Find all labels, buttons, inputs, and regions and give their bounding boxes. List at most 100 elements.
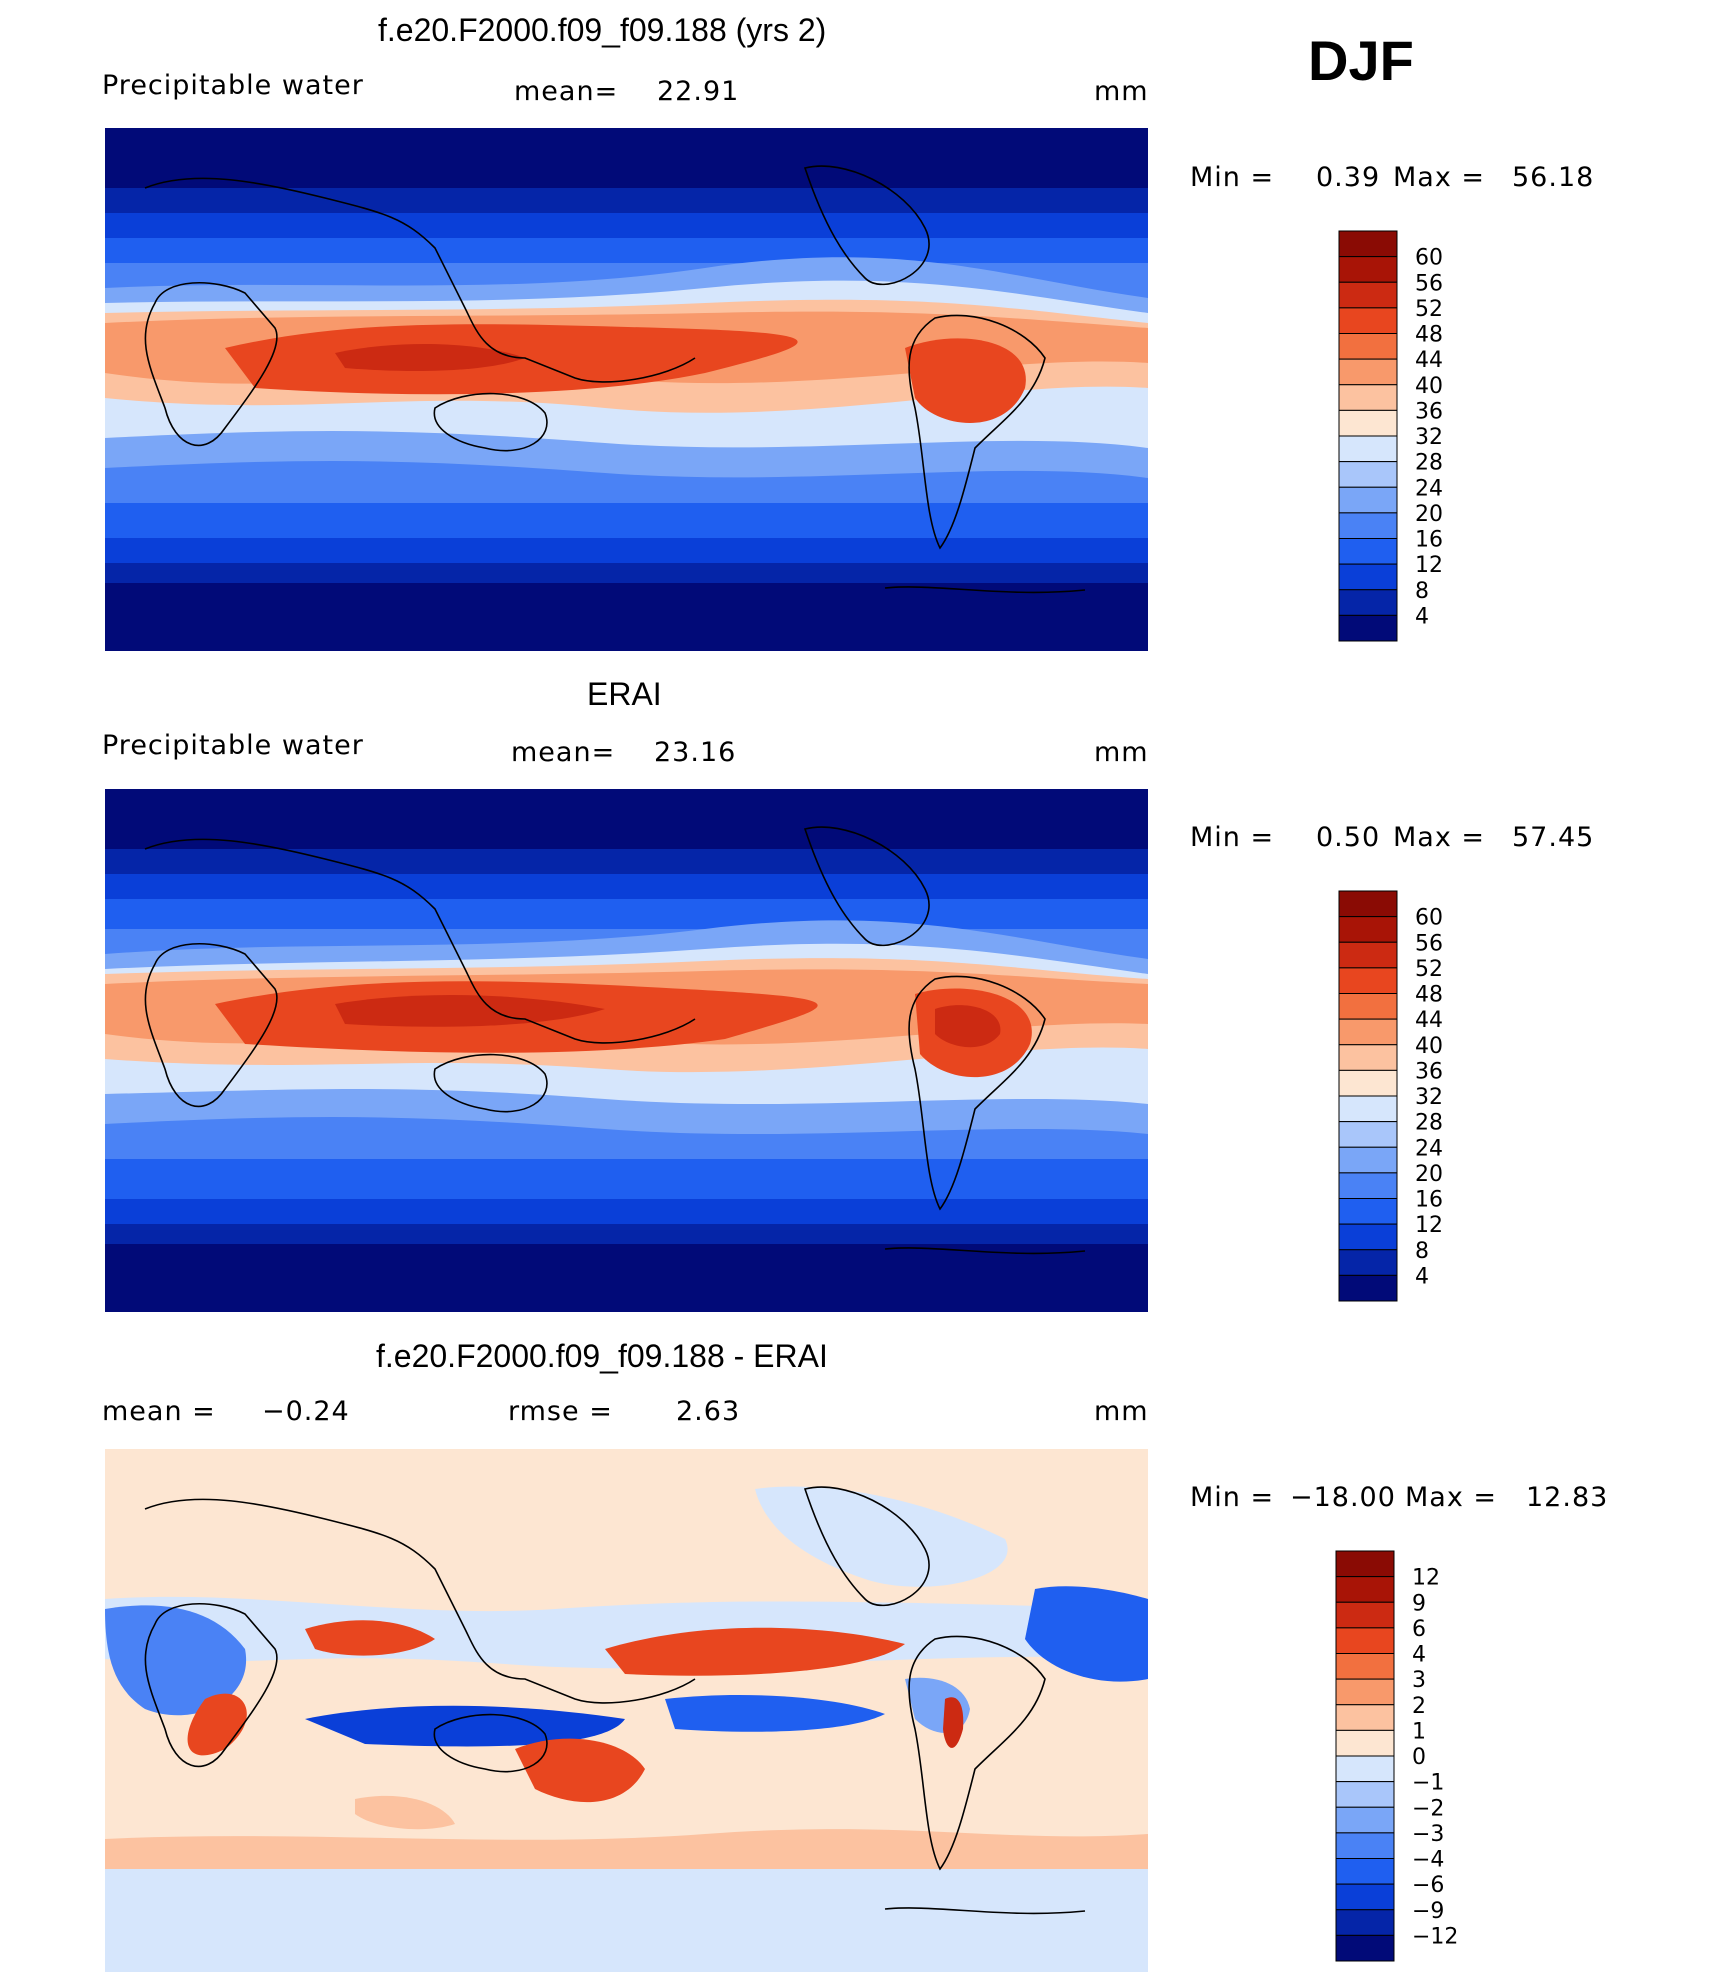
colorbar-swatch bbox=[1338, 1044, 1398, 1071]
colorbar-tick-label: 20 bbox=[1415, 1162, 1443, 1187]
colorbar-swatch bbox=[1338, 1274, 1398, 1302]
colorbar-tick-label: 16 bbox=[1415, 528, 1443, 553]
colorbar-swatch bbox=[1335, 1627, 1395, 1654]
panel3-stats-min-label: Min = bbox=[1190, 1482, 1275, 1513]
season-label: DJF bbox=[1308, 29, 1414, 92]
colorbar-tick-label: 56 bbox=[1415, 271, 1443, 296]
colorbar-tick-label: −6 bbox=[1412, 1873, 1444, 1898]
colorbar-swatch bbox=[1335, 1601, 1395, 1629]
panel1-stats-max-label: Max = bbox=[1393, 162, 1486, 193]
colorbar-tick-label: 2 bbox=[1412, 1694, 1426, 1719]
panel2-colorbar: 60 56 52 48 44 40 36 32 28 24 20 16 12 8 4 bbox=[1338, 890, 1478, 1305]
colorbar-tick-label: 36 bbox=[1415, 399, 1443, 424]
colorbar-swatch bbox=[1338, 1172, 1398, 1199]
panel2-map-svg bbox=[105, 789, 1148, 1312]
colorbar-tick-label: 16 bbox=[1415, 1188, 1443, 1213]
panel1-colorbar: 60 56 52 48 44 40 36 32 28 24 20 16 12 8 4 bbox=[1338, 230, 1478, 645]
colorbar-tick-label: 1 bbox=[1412, 1719, 1426, 1744]
colorbar-swatch bbox=[1335, 1883, 1395, 1911]
colorbar-tick-label: 0 bbox=[1412, 1745, 1426, 1770]
colorbar-tick-label: 40 bbox=[1415, 1034, 1443, 1059]
colorbar-swatch bbox=[1338, 461, 1398, 488]
colorbar-swatch bbox=[1338, 1095, 1398, 1123]
panel3-mean-label: mean = bbox=[102, 1396, 216, 1427]
colorbar-swatch bbox=[1338, 614, 1398, 642]
colorbar-tick-label: −2 bbox=[1412, 1796, 1444, 1821]
colorbar-swatch bbox=[1335, 1806, 1395, 1834]
panel1-stats-min-label: Min = bbox=[1190, 162, 1275, 193]
colorbar-swatch bbox=[1335, 1576, 1395, 1603]
colorbar-tick-label: −9 bbox=[1412, 1899, 1444, 1924]
panel1-units: mm bbox=[1094, 76, 1149, 107]
colorbar-swatch bbox=[1338, 589, 1398, 616]
panel2-mean-label: mean= bbox=[511, 737, 616, 768]
colorbar-swatch bbox=[1335, 1653, 1395, 1680]
colorbar-tick-label: 4 bbox=[1412, 1643, 1426, 1668]
colorbar-swatch bbox=[1338, 512, 1398, 539]
panel1-mean-value: 22.91 bbox=[657, 76, 740, 107]
colorbar-tick-label: 40 bbox=[1415, 374, 1443, 399]
panel2-stats-max-value: 57.45 bbox=[1512, 822, 1595, 853]
colorbar-swatch bbox=[1338, 1223, 1398, 1251]
colorbar-swatch bbox=[1335, 1832, 1395, 1859]
colorbar-tick-label: 60 bbox=[1415, 246, 1443, 271]
colorbar-swatch bbox=[1335, 1678, 1395, 1706]
colorbar-swatch bbox=[1338, 1069, 1398, 1097]
colorbar-swatch bbox=[1338, 563, 1398, 591]
panel3-rmse-label: rmse = bbox=[508, 1396, 613, 1427]
colorbar-swatch bbox=[1338, 358, 1398, 386]
colorbar-swatch bbox=[1338, 230, 1398, 258]
colorbar-swatch bbox=[1338, 435, 1398, 463]
panel3-map-svg bbox=[105, 1449, 1148, 1972]
colorbar-tick-label: −1 bbox=[1412, 1771, 1444, 1796]
colorbar-swatch bbox=[1338, 916, 1398, 943]
panel3-map bbox=[105, 1449, 1148, 1972]
colorbar-tick-label: 60 bbox=[1415, 906, 1443, 931]
panel2-map bbox=[105, 789, 1148, 1312]
colorbar-tick-label: 48 bbox=[1415, 323, 1443, 348]
colorbar-tick-label: 32 bbox=[1415, 1085, 1443, 1110]
panel3-title: f.e20.F2000.f09_f09.188 - ERAI bbox=[376, 1338, 828, 1374]
panel2-stats-min-value: 0.50 bbox=[1316, 822, 1381, 853]
colorbar-tick-label: 6 bbox=[1412, 1617, 1426, 1642]
panel3-stats-max-value: 12.83 bbox=[1526, 1482, 1609, 1513]
colorbar-swatch bbox=[1338, 1198, 1398, 1225]
colorbar-tick-label: 12 bbox=[1412, 1566, 1440, 1591]
colorbar-tick-label: 9 bbox=[1412, 1591, 1426, 1616]
colorbar-tick-label: 56 bbox=[1415, 931, 1443, 956]
colorbar-swatch bbox=[1338, 486, 1398, 514]
panel2-title: ERAI bbox=[587, 676, 662, 712]
colorbar-swatch bbox=[1335, 1755, 1395, 1783]
colorbar-tick-label: −3 bbox=[1412, 1822, 1444, 1847]
colorbar-swatch bbox=[1338, 333, 1398, 360]
colorbar-swatch bbox=[1335, 1729, 1395, 1757]
panel1-variable-label: Precipitable water bbox=[102, 70, 364, 101]
colorbar-swatch bbox=[1338, 890, 1398, 918]
colorbar-tick-label: 48 bbox=[1415, 983, 1443, 1008]
panel3-units: mm bbox=[1094, 1396, 1149, 1427]
colorbar-tick-label: 28 bbox=[1415, 1111, 1443, 1136]
colorbar-swatch bbox=[1338, 1121, 1398, 1148]
colorbar-tick-label: 44 bbox=[1415, 1008, 1443, 1033]
colorbar-swatch bbox=[1335, 1704, 1395, 1731]
colorbar-tick-label: 4 bbox=[1415, 1264, 1429, 1289]
colorbar-tick-label: −12 bbox=[1412, 1924, 1458, 1949]
panel1-stats-max-value: 56.18 bbox=[1512, 162, 1595, 193]
colorbar-tick-label: 24 bbox=[1415, 476, 1443, 501]
panel2-units: mm bbox=[1094, 737, 1149, 768]
panel3-stats-max-label: Max = bbox=[1405, 1482, 1498, 1513]
colorbar-tick-label: 36 bbox=[1415, 1059, 1443, 1084]
colorbar-tick-label: 8 bbox=[1415, 1239, 1429, 1264]
colorbar-swatch bbox=[1335, 1550, 1395, 1578]
colorbar-tick-label: 4 bbox=[1415, 604, 1429, 629]
colorbar-tick-label: 24 bbox=[1415, 1136, 1443, 1161]
colorbar-swatch bbox=[1335, 1781, 1395, 1808]
colorbar-tick-label: 8 bbox=[1415, 579, 1429, 604]
colorbar-swatch bbox=[1338, 256, 1398, 283]
panel2-stats-min-label: Min = bbox=[1190, 822, 1275, 853]
colorbar-swatch bbox=[1338, 1146, 1398, 1174]
colorbar-swatch bbox=[1338, 941, 1398, 969]
colorbar-swatch bbox=[1338, 307, 1398, 334]
